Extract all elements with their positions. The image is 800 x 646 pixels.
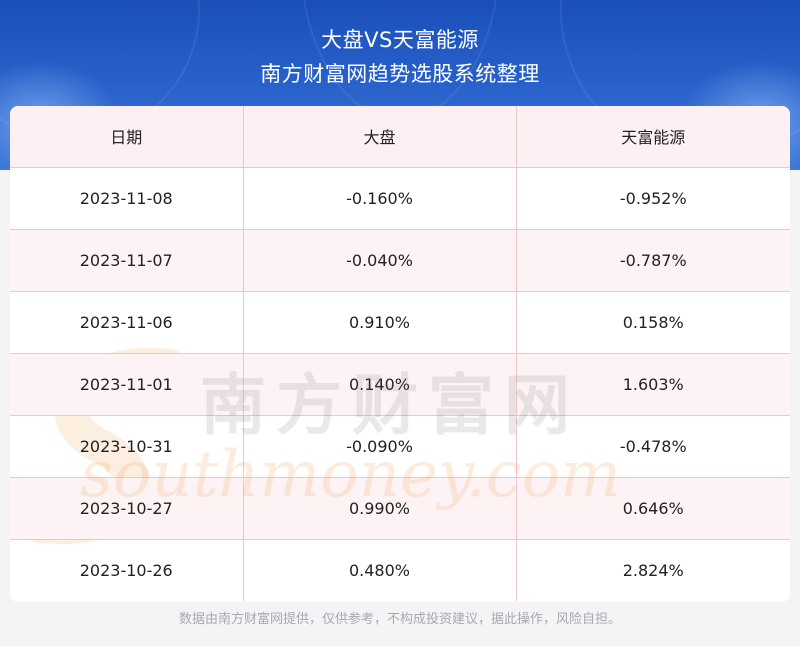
market-change-cell: -0.090% [243,415,517,478]
column-header-date: 日期 [10,106,244,168]
column-header-stock: 天富能源 [516,106,790,168]
market-change-cell: 0.480% [243,539,517,601]
comparison-table: 日期 大盘 天富能源 2023-11-08 -0.160% -0.952% 20… [10,106,790,601]
stock-change-cell: -0.478% [516,415,790,478]
watermark-text: 南方财富网 [200,367,580,444]
market-change-cell: 0.990% [243,477,517,540]
stock-change-cell: 2.824% [622,560,684,580]
column-header-market: 大盘 [243,106,517,168]
date-cell: 2023-11-08 [10,167,244,230]
market-change-cell: -0.040% [243,229,517,292]
table-row: 2023-11-06 0.910% 0.158% [10,291,790,354]
page-title: 大盘VS天富能源 [321,28,479,52]
table-row: 2023-11-07 -0.040% -0.787% [10,229,790,292]
market-change-cell: 0.910% [243,291,517,354]
table-row: 2023-11-08 -0.160% -0.952% [10,167,790,230]
stock-change-cell: -0.787% [516,229,790,292]
watermark-url: southmoney.com [80,438,621,512]
stock-change-cell: 0.158% [516,291,790,354]
market-change-cell: -0.160% [243,167,517,230]
table-row: 2023-10-31 -0.090% -0.478% [10,415,790,478]
page-subtitle: 南方财富网趋势选股系统整理 [260,62,540,86]
date-cell: 2023-10-31 [10,415,244,478]
table-row: 2023-10-26 0.480% 2.824% [10,539,790,601]
date-cell: 2023-11-06 [10,291,244,354]
date-cell: 2023-10-27 [10,477,244,540]
date-cell: 2023-11-07 [10,229,244,292]
date-cell: 2023-10-26 [10,539,244,601]
stock-change-cell: 1.603% [516,353,790,416]
comparison-table-card: 日期 大盘 天富能源 2023-11-08 -0.160% -0.952% 20… [10,106,790,602]
date-cell: 2023-11-01 [10,353,244,416]
table-header-row: 日期 大盘 天富能源 [10,106,790,168]
stock-change-cell: 0.646% [516,477,790,540]
market-change-cell: 0.140% [243,353,517,416]
table-row: 2023-11-01 0.140% 1.603% [10,353,790,416]
stock-change-cell: -0.952% [516,167,790,230]
disclaimer-footer: 数据由南方财富网提供，仅供参考，不构成投资建议，据此操作，风险自担。 [178,612,621,627]
table-row: 2023-10-27 0.990% 0.646% [10,477,790,540]
